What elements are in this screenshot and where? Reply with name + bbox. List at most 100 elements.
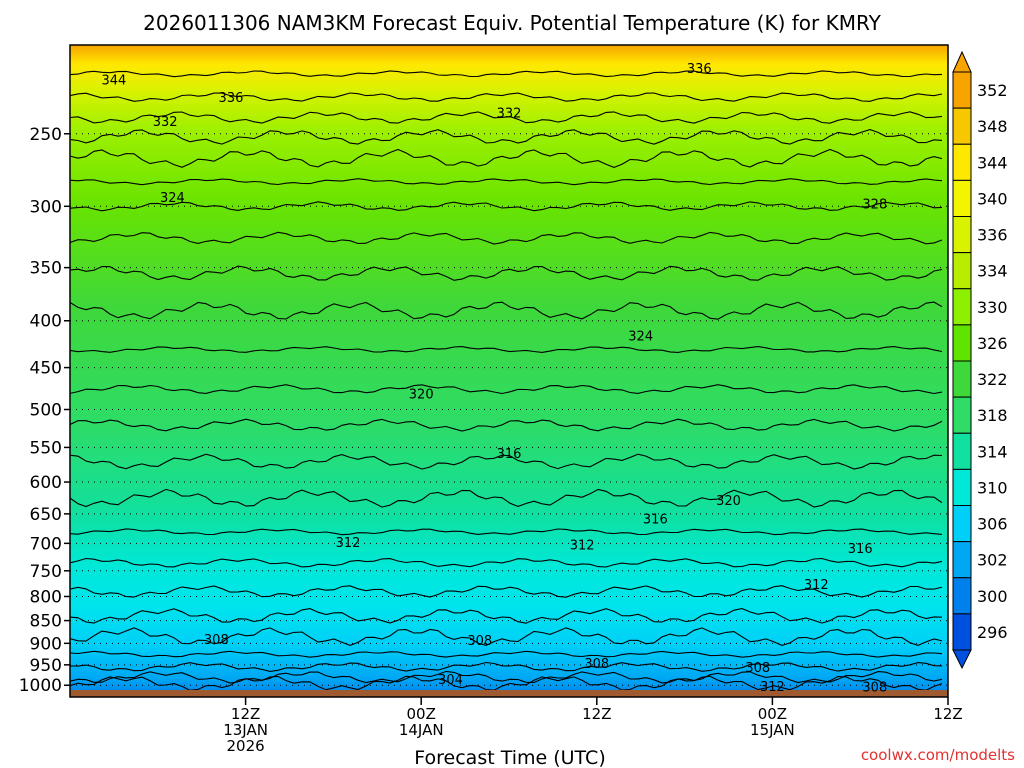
colorbar-label: 352 [977, 81, 1008, 100]
contour-line [70, 453, 943, 470]
y-axis: 2503003504004505005506006507007508008509… [19, 125, 70, 696]
colorbar-label: 302 [977, 551, 1008, 570]
contour-label: 312 [336, 536, 361, 551]
colorbar-swatch [952, 577, 972, 615]
colorbar-label: 340 [977, 189, 1008, 208]
colorbar-swatch [952, 288, 972, 326]
colorbar-label: 348 [977, 117, 1008, 136]
y-tick-label: 650 [30, 505, 62, 525]
colorbar-swatch [952, 179, 972, 217]
contour-line [70, 661, 943, 672]
colorbar-swatch [952, 468, 972, 506]
colorbar-swatch [952, 143, 972, 181]
colorbar-label: 326 [977, 334, 1008, 353]
colorbar-label: 300 [977, 587, 1008, 606]
contour-label: 324 [628, 329, 653, 344]
colorbar-swatch [952, 324, 972, 362]
contour-label: 320 [716, 494, 741, 509]
x-tick-label: 12Z [933, 705, 962, 723]
x-tick-label: 14JAN [399, 721, 444, 739]
colorbar-swatch [952, 216, 972, 254]
contour-line [70, 265, 943, 281]
contour-line [70, 201, 943, 212]
contour-label: 336 [687, 62, 712, 77]
contour-line [70, 70, 943, 78]
contour-line [70, 92, 943, 102]
y-tick-label: 700 [30, 534, 62, 554]
colorbar-label: 322 [977, 370, 1008, 389]
x-axis-label: Forecast Time (UTC) [414, 747, 605, 768]
contour-label: 312 [804, 578, 829, 593]
y-tick-label: 850 [30, 612, 62, 632]
colorbar-label: 314 [977, 442, 1008, 461]
colorbar-swatch [952, 360, 972, 398]
plot-area: 344 336 336 332 332 328 324 324 320 320 316 316 316 3… [69, 44, 949, 698]
contour-label: 316 [643, 513, 668, 528]
plot-frame [69, 44, 949, 698]
y-tick-label: 450 [30, 359, 62, 379]
colorbar-label: 334 [977, 262, 1008, 281]
x-tick-label: 12Z [582, 705, 611, 723]
contour-line [70, 301, 943, 320]
colorbar-swatch [952, 505, 972, 543]
x-tick-label: 2026 [227, 737, 265, 755]
y-tick-label: 500 [30, 401, 62, 421]
contour-line [70, 488, 943, 508]
colorbar-label: 336 [977, 226, 1008, 245]
contour-label: 328 [862, 198, 887, 213]
contour-line [70, 650, 943, 658]
field-background [70, 45, 948, 697]
colorbar-label: 306 [977, 515, 1008, 534]
contour-label: 332 [153, 115, 178, 130]
contour-label: 304 [438, 673, 463, 688]
colorbar-swatch [952, 71, 972, 109]
contour-line [70, 231, 943, 245]
ground-bar [70, 689, 948, 697]
y-tick-label: 250 [30, 125, 62, 145]
colorbar-swatch [952, 432, 972, 470]
contour-label: 308 [584, 657, 609, 672]
colorbar: 352 348 344 340 336 334 330 326 322 318 314 310 306 3… [952, 50, 1008, 670]
contour-label: 308 [204, 633, 229, 648]
contour-line [70, 585, 943, 598]
y-tick-label: 1000 [19, 676, 62, 696]
contour-label: 324 [160, 191, 185, 206]
contour-label: 336 [219, 91, 244, 106]
contour-label: 316 [497, 447, 522, 462]
colorbar-label: 310 [977, 478, 1008, 497]
contour-label: 312 [760, 680, 785, 695]
colorbar-label: 330 [977, 298, 1008, 317]
y-tick-label: 800 [30, 587, 62, 607]
colorbar-swatch [952, 107, 972, 145]
contour-label: 308 [467, 634, 492, 649]
contour-label: 316 [848, 542, 873, 557]
x-tick-label: 15JAN [750, 721, 795, 739]
contour-label: 320 [409, 387, 434, 402]
contour-label: 312 [570, 538, 595, 553]
colorbar-swatch [952, 396, 972, 434]
contour-label: 332 [497, 107, 522, 122]
contour-line [70, 557, 943, 568]
contour-line [70, 111, 943, 124]
y-tick-label: 350 [30, 259, 62, 279]
contour-line [70, 346, 943, 353]
colorbar-swatch [952, 252, 972, 290]
y-tick-label: 950 [30, 656, 62, 676]
y-tick-label: 300 [30, 197, 62, 217]
x-tick-label: 00Z [407, 705, 436, 723]
y-tick-label: 550 [30, 438, 62, 458]
contour-line [70, 670, 943, 684]
colorbar-label: 296 [977, 623, 1008, 642]
colorbar-swatch [952, 541, 972, 579]
y-tick-label: 750 [30, 562, 62, 582]
colorbar-bottom-arrow [952, 649, 972, 670]
colorbar-label: 318 [977, 406, 1008, 425]
contour-line [70, 418, 943, 432]
credit-text: coolwx.com/modelts [861, 746, 1015, 764]
contour-line [70, 178, 943, 186]
contour-line [70, 148, 943, 168]
contour-line [70, 129, 943, 145]
y-tick-label: 400 [30, 312, 62, 332]
colorbar-top-arrow [952, 50, 972, 73]
contour-label: 344 [101, 73, 126, 88]
